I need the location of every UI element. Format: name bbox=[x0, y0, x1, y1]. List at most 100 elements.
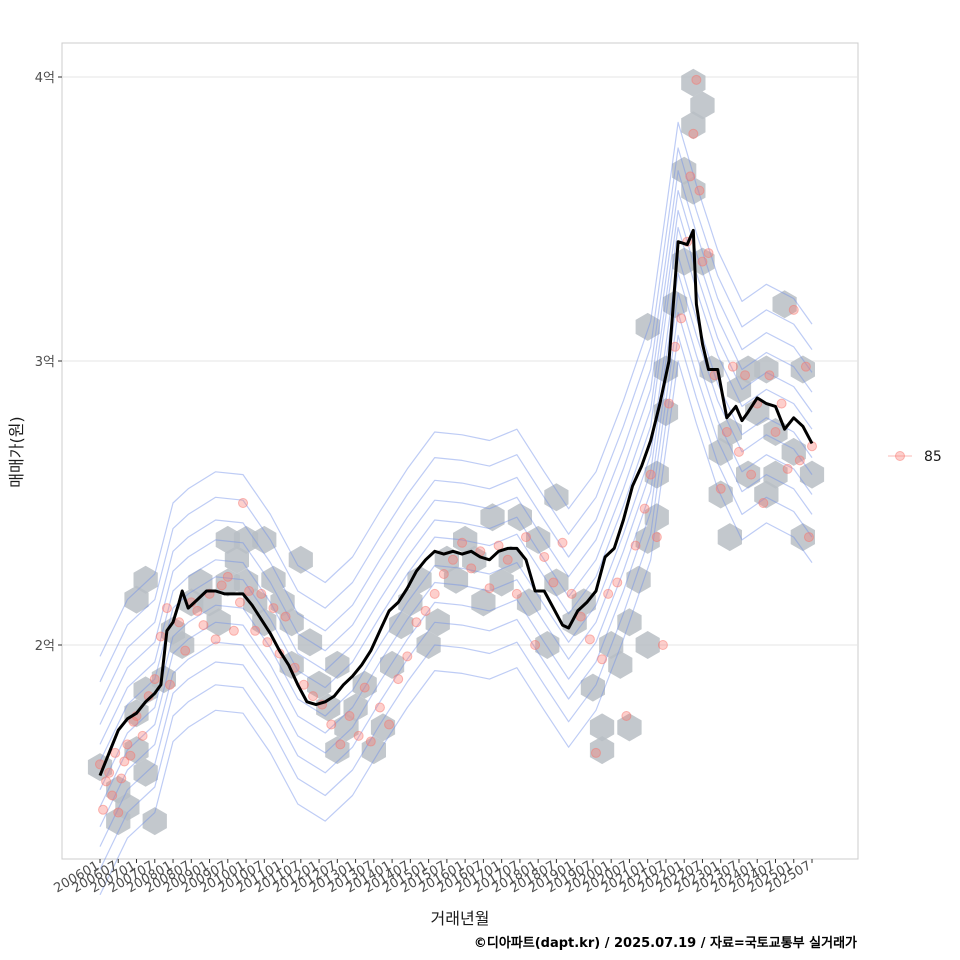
data-point bbox=[539, 551, 550, 562]
data-point bbox=[502, 554, 513, 565]
hexbin-cell bbox=[544, 568, 569, 597]
data-point bbox=[657, 640, 668, 650]
hexbin-cell bbox=[142, 807, 167, 836]
hexbin-cell bbox=[233, 525, 259, 554]
hexbin-cell bbox=[516, 588, 542, 617]
hexbin-cell bbox=[644, 460, 669, 489]
hexbin-cell bbox=[754, 355, 779, 384]
data-point bbox=[125, 750, 136, 761]
data-point bbox=[691, 74, 702, 85]
scatter-points bbox=[95, 74, 817, 818]
density-contour bbox=[99, 334, 813, 870]
hexbin-cell bbox=[297, 628, 323, 657]
data-point bbox=[776, 398, 787, 409]
data-point bbox=[280, 611, 291, 622]
hexbin-cell bbox=[544, 483, 569, 512]
data-point bbox=[149, 674, 160, 685]
hexbin-cell bbox=[489, 568, 514, 597]
hexbin-cell bbox=[681, 68, 706, 97]
hexbin-cell bbox=[790, 523, 815, 552]
data-point bbox=[353, 730, 364, 741]
data-point bbox=[630, 540, 641, 551]
x-axis: 2006012006072007012007072008012008072009… bbox=[52, 858, 814, 896]
data-point bbox=[597, 654, 608, 665]
y-tick-label: 2억 bbox=[35, 639, 55, 654]
data-point bbox=[222, 571, 233, 582]
data-point bbox=[161, 603, 172, 614]
hexbin-cell bbox=[644, 503, 669, 532]
data-point bbox=[174, 617, 185, 628]
data-point bbox=[782, 463, 793, 474]
data-point bbox=[234, 597, 245, 608]
legend: 85 bbox=[888, 449, 942, 465]
data-point bbox=[122, 739, 133, 750]
data-point bbox=[155, 631, 166, 642]
trend-line-layer bbox=[98, 228, 814, 777]
hexbin-cell bbox=[115, 792, 140, 821]
data-point bbox=[651, 532, 662, 543]
data-point bbox=[244, 586, 255, 597]
data-point bbox=[584, 634, 595, 645]
data-point bbox=[228, 625, 239, 636]
hexbin-cell bbox=[498, 545, 523, 574]
hexbin-cell bbox=[151, 665, 176, 694]
hexbin-cell bbox=[507, 503, 532, 532]
data-point bbox=[256, 588, 267, 599]
data-point bbox=[374, 702, 385, 713]
hexbin-cell bbox=[663, 290, 688, 319]
density-contour bbox=[99, 272, 813, 808]
y-tick-label: 4억 bbox=[35, 71, 55, 86]
density-contour bbox=[99, 360, 813, 896]
data-point bbox=[429, 588, 440, 599]
density-contour bbox=[99, 255, 813, 791]
data-point bbox=[548, 577, 559, 588]
density-contour bbox=[99, 209, 813, 745]
hexbin-cell bbox=[380, 650, 405, 679]
density-contour bbox=[99, 121, 813, 657]
data-point bbox=[639, 503, 650, 514]
data-point bbox=[466, 563, 477, 574]
hexbin-cell bbox=[672, 156, 697, 185]
data-point bbox=[402, 651, 413, 662]
hexbin-cell bbox=[781, 437, 806, 466]
data-point bbox=[621, 711, 632, 721]
data-point bbox=[758, 498, 769, 508]
hexbin-cell bbox=[343, 693, 368, 722]
hexbin-cell bbox=[133, 758, 158, 787]
hexbin-cell bbox=[772, 290, 797, 319]
data-point bbox=[688, 128, 699, 139]
data-point bbox=[98, 804, 109, 815]
x-axis-title: 거래년월 bbox=[431, 909, 490, 928]
data-point bbox=[113, 807, 124, 818]
data-point bbox=[307, 691, 318, 702]
data-point bbox=[137, 730, 148, 741]
data-point bbox=[520, 532, 531, 543]
data-point bbox=[590, 747, 601, 758]
data-point bbox=[250, 625, 261, 636]
data-point bbox=[727, 361, 738, 372]
data-point bbox=[180, 645, 191, 656]
hexbin-cell bbox=[717, 523, 742, 552]
data-point bbox=[438, 569, 449, 579]
data-point bbox=[694, 185, 705, 196]
hexbin-cell bbox=[443, 565, 469, 594]
data-point bbox=[101, 776, 112, 787]
hexbin-cell bbox=[617, 608, 642, 637]
hexbin-cell bbox=[325, 650, 350, 679]
legend-key-point bbox=[895, 451, 905, 461]
data-point bbox=[411, 617, 422, 628]
hexbin-cell bbox=[726, 375, 752, 404]
y-tick-label: 3억 bbox=[35, 355, 55, 370]
data-point bbox=[420, 605, 431, 616]
data-point bbox=[384, 719, 395, 730]
y-axis: 2억 3억 4억 bbox=[35, 71, 62, 654]
hexbin-cell bbox=[763, 460, 788, 489]
hexbin-cell bbox=[206, 608, 231, 637]
hexbin-cell bbox=[288, 545, 313, 574]
data-point bbox=[393, 674, 404, 685]
hexbin-cell bbox=[480, 503, 505, 532]
hexbin-cell bbox=[261, 565, 286, 594]
hexbin-cell bbox=[361, 736, 386, 765]
data-point bbox=[676, 313, 687, 324]
